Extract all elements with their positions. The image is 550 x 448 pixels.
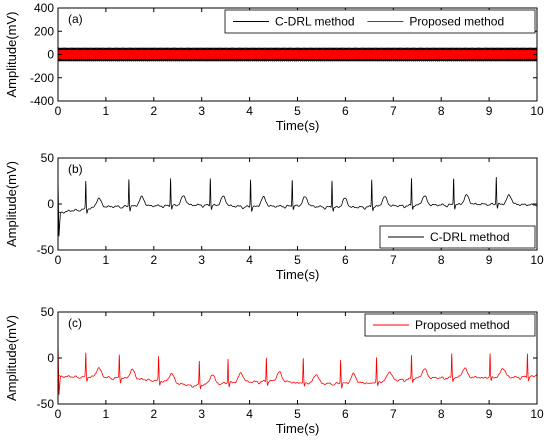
x-tick-label: 2 xyxy=(150,253,157,267)
panel-label: (c) xyxy=(68,316,82,330)
x-tick-label: 5 xyxy=(294,104,301,118)
y-tick-label: 0 xyxy=(47,197,54,211)
x-tick-label: 8 xyxy=(438,253,445,267)
x-axis-label: Time(s) xyxy=(276,421,320,436)
x-tick-label: 3 xyxy=(198,104,205,118)
x-tick-label: 8 xyxy=(438,407,445,421)
legend: C-DRL method xyxy=(379,225,536,249)
legend-label: C-DRL method xyxy=(275,15,355,29)
x-axis: 0 1 2 3 4 5 6 7 8 9 10 xyxy=(55,312,544,421)
y-tick-label: 0 xyxy=(47,48,54,62)
legend: C-DRL method Proposed method xyxy=(224,9,536,34)
x-tick-label: 9 xyxy=(486,253,493,267)
x-tick-label: 6 xyxy=(342,104,349,118)
x-tick-label: 9 xyxy=(486,104,493,118)
x-tick-label: 2 xyxy=(150,407,157,421)
x-tick-label: 6 xyxy=(342,407,349,421)
y-tick-label: -400 xyxy=(30,94,54,108)
series-line xyxy=(58,49,537,60)
x-tick-label: 7 xyxy=(390,104,397,118)
legend-label: C-DRL method xyxy=(430,230,510,244)
x-tick-label: 0 xyxy=(55,253,62,267)
legend-label: Proposed method xyxy=(415,318,510,332)
y-axis: -50 0 50 xyxy=(37,305,537,411)
x-tick-label: 3 xyxy=(198,253,205,267)
x-tick-label: 5 xyxy=(294,253,301,267)
x-tick-label: 7 xyxy=(390,407,397,421)
panel-a: 0 1 2 3 4 5 6 7 8 9 10 -400 -200 0 200 400 Time(s) Amplit… xyxy=(4,1,544,133)
x-tick-label: 10 xyxy=(530,253,544,267)
series-proposed-method xyxy=(58,339,537,395)
legend-label: Proposed method xyxy=(409,15,504,29)
x-tick-label: 3 xyxy=(198,407,205,421)
x-axis-label: Time(s) xyxy=(276,267,320,282)
x-axis: 0 1 2 3 4 5 6 7 8 9 10 xyxy=(55,158,544,267)
y-tick-label: 50 xyxy=(41,151,55,165)
panel-label: (b) xyxy=(68,162,83,176)
series-line xyxy=(58,177,537,214)
y-tick-label: -200 xyxy=(30,71,54,85)
y-axis: -400 -200 0 200 400 xyxy=(30,1,537,108)
x-tick-label: 1 xyxy=(103,407,110,421)
series-line xyxy=(58,352,537,390)
x-tick-label: 2 xyxy=(150,104,157,118)
y-axis-label: Amplitude(mV) xyxy=(4,12,19,98)
x-axis-label: Time(s) xyxy=(276,118,320,133)
x-tick-label: 8 xyxy=(438,104,445,118)
panel-label: (a) xyxy=(68,12,83,26)
legend-box xyxy=(379,225,536,249)
x-tick-label: 0 xyxy=(55,104,62,118)
x-tick-label: 1 xyxy=(103,104,110,118)
y-axis: -50 0 50 xyxy=(37,151,537,257)
x-tick-label: 0 xyxy=(55,407,62,421)
y-tick-label: 200 xyxy=(34,24,54,38)
x-tick-label: 4 xyxy=(246,253,253,267)
x-tick-label: 4 xyxy=(246,407,253,421)
x-tick-label: 6 xyxy=(342,253,349,267)
x-tick-label: 9 xyxy=(486,407,493,421)
y-tick-label: -50 xyxy=(37,397,55,411)
series-proposed-method xyxy=(58,49,537,60)
y-tick-label: 400 xyxy=(34,1,54,15)
legend: Proposed method xyxy=(364,313,536,337)
x-tick-label: 7 xyxy=(390,253,397,267)
x-tick-label: 10 xyxy=(530,407,544,421)
x-tick-label: 5 xyxy=(294,407,301,421)
x-tick-label: 1 xyxy=(103,253,110,267)
y-tick-label: 50 xyxy=(41,305,55,319)
legend-box xyxy=(364,313,536,337)
y-tick-label: 0 xyxy=(47,351,54,365)
y-axis-label: Amplitude(mV) xyxy=(4,161,19,247)
x-tick-label: 10 xyxy=(530,104,544,118)
x-tick-label: 4 xyxy=(246,104,253,118)
y-tick-label: -50 xyxy=(37,243,55,257)
y-axis-label: Amplitude(mV) xyxy=(4,315,19,401)
